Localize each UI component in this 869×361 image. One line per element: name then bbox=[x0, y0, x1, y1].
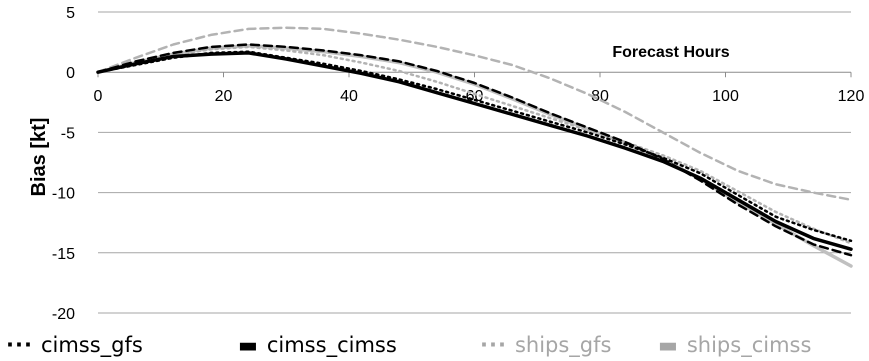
legend-item-ships-gfs: ··· ships_gfs bbox=[480, 332, 611, 358]
y-axis-label: Bias [kt] bbox=[28, 118, 50, 197]
y-tick-labels: 5 0 -5 -10 -15 -20 bbox=[52, 5, 75, 323]
y-tick-label: -20 bbox=[52, 306, 75, 323]
dotted-line-icon: ··· bbox=[6, 333, 33, 357]
dash-line-icon: ▬ bbox=[238, 333, 259, 357]
series-lines bbox=[96, 26, 853, 268]
series-line-cimss-gfs bbox=[96, 50, 853, 243]
legend: ··· cimss_gfs ▬ cimss_cimss ··· ships_gfs ▬… bbox=[0, 332, 869, 358]
y-tick-label: -5 bbox=[61, 125, 75, 142]
grid-lines bbox=[98, 11, 851, 314]
x-tick-label: 20 bbox=[215, 88, 233, 105]
legend-label: cimss_gfs bbox=[40, 333, 143, 357]
bias-chart: 50-5-10-15-20 0 20 40 60 80 100 120 Bias [kt] … bbox=[28, 5, 865, 323]
y-tick-label: 0 bbox=[66, 65, 75, 82]
dash-line-icon: ▬ bbox=[658, 333, 679, 357]
legend-item-cimss-gfs: ··· cimss_gfs bbox=[6, 332, 143, 358]
x-axis-label: Forecast Hours bbox=[612, 44, 729, 61]
x-tick-labels: 0 20 40 60 80 100 120 bbox=[94, 72, 865, 105]
legend-label: ships_gfs bbox=[514, 333, 612, 357]
series-line-ships-gfs bbox=[96, 45, 853, 245]
legend-label: cimss_cimss bbox=[266, 333, 397, 357]
legend-item-cimss-cimss: ▬ cimss_cimss bbox=[238, 332, 397, 358]
dotted-line-icon: ··· bbox=[480, 333, 507, 357]
legend-item-ships-cimss: ▬ ships_cimss bbox=[658, 332, 811, 358]
y-tick-label: -10 bbox=[52, 186, 75, 203]
y-tick-label: 5 bbox=[66, 5, 75, 22]
x-tick-label: 120 bbox=[838, 88, 865, 105]
y-tick-label: -15 bbox=[52, 246, 75, 263]
x-tick-label: 100 bbox=[712, 88, 739, 105]
series-line-unlabeled-5 bbox=[96, 43, 853, 268]
series-line-cimss-cimss bbox=[96, 43, 853, 257]
legend-label: ships_cimss bbox=[686, 333, 812, 357]
x-tick-label: 40 bbox=[340, 88, 358, 105]
x-tick-label: 0 bbox=[94, 88, 103, 105]
series-line-unlabeled-4 bbox=[96, 51, 853, 251]
series-line-ships-cimss bbox=[96, 26, 853, 202]
